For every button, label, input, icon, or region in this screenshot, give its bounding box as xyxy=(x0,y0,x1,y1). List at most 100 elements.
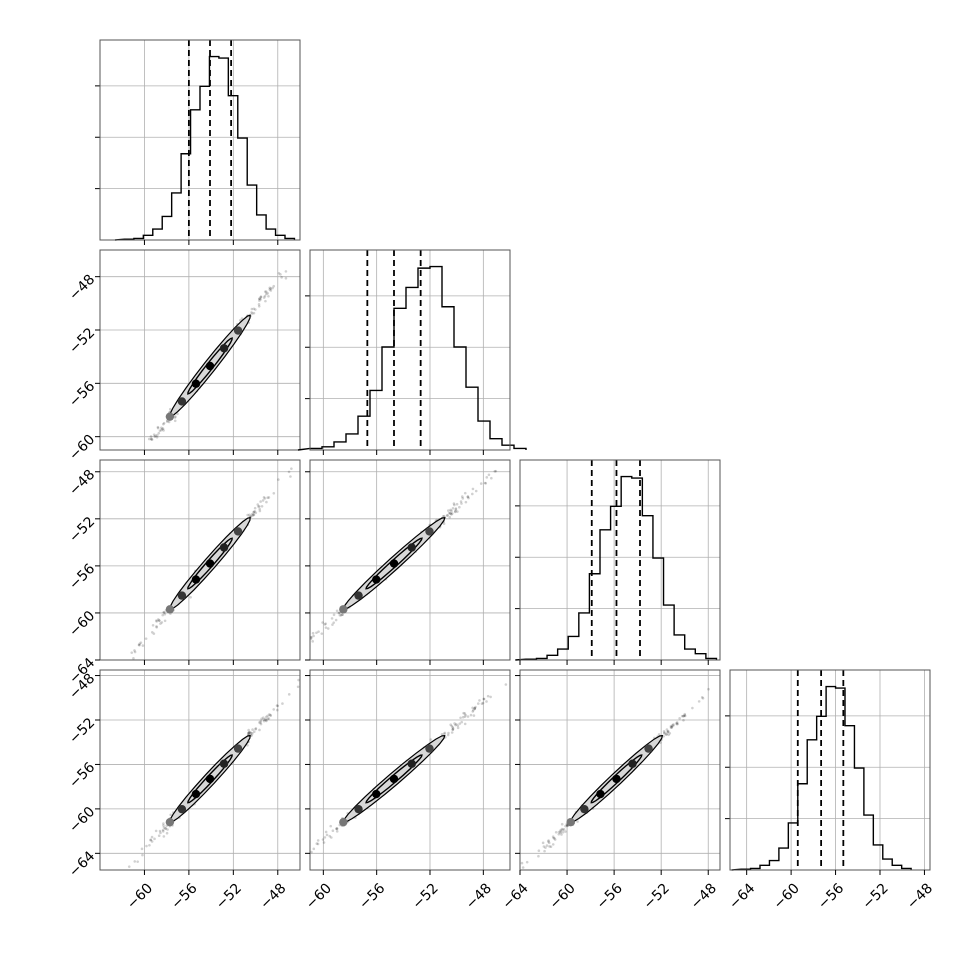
panel-frame xyxy=(309,459,511,661)
sample-point xyxy=(325,833,329,837)
sample-point xyxy=(259,719,263,723)
sample-point xyxy=(447,511,451,515)
sample-point xyxy=(152,433,156,436)
sample-point xyxy=(248,731,252,734)
sample-point xyxy=(339,613,343,617)
panel-frame xyxy=(519,459,721,661)
sample-point xyxy=(152,632,156,635)
panel-frame xyxy=(309,249,511,451)
sample-point xyxy=(675,721,679,724)
sample-point xyxy=(665,732,668,736)
sample-point xyxy=(456,510,459,513)
sample-point xyxy=(252,730,256,734)
sample-point xyxy=(449,508,452,512)
sample-point xyxy=(683,714,687,717)
sample-point xyxy=(329,824,333,828)
sample-point xyxy=(317,630,320,633)
sample-point xyxy=(331,829,335,833)
y-tick-label: −48 xyxy=(66,467,98,499)
sample-point xyxy=(158,429,162,432)
sample-point xyxy=(471,710,475,713)
x-tick-label: −56 xyxy=(594,880,626,912)
density-dot xyxy=(612,774,621,784)
sample-point xyxy=(666,729,670,733)
sample-point xyxy=(149,838,153,841)
sample-point xyxy=(670,724,674,727)
sample-point xyxy=(463,712,467,715)
sample-point xyxy=(460,502,463,505)
sample-point xyxy=(161,830,165,833)
sample-point xyxy=(460,720,464,724)
sample-point xyxy=(490,476,493,480)
panel-2-2 xyxy=(515,459,721,665)
sample-point xyxy=(169,813,172,817)
sample-point xyxy=(454,723,457,727)
sample-point xyxy=(559,829,562,832)
sample-point xyxy=(471,492,474,496)
sample-point xyxy=(669,726,673,729)
sample-point xyxy=(663,732,666,735)
sample-point xyxy=(472,708,475,712)
sample-point xyxy=(161,427,165,430)
sample-point xyxy=(259,500,262,503)
sample-point xyxy=(480,702,484,705)
sample-point xyxy=(543,849,546,853)
x-tick-label: −60 xyxy=(303,880,335,912)
sample-point xyxy=(246,513,249,517)
sample-point xyxy=(149,435,153,438)
sample-point xyxy=(150,437,153,441)
sample-point xyxy=(157,834,161,838)
sample-point xyxy=(267,496,271,499)
sample-point xyxy=(450,724,454,728)
histogram-0 xyxy=(114,55,296,241)
sample-point xyxy=(552,836,555,840)
sample-point xyxy=(324,830,328,834)
panel-3-3: −64 −60 −56 −52 −48 xyxy=(725,669,936,913)
sample-point xyxy=(691,706,694,710)
sample-point xyxy=(442,514,446,518)
sample-point xyxy=(141,853,144,857)
sample-point xyxy=(321,621,324,624)
sample-point xyxy=(521,866,525,869)
sample-point xyxy=(166,420,169,423)
sample-point xyxy=(250,307,254,311)
sample-point xyxy=(334,618,338,622)
sample-point xyxy=(561,830,565,834)
sample-point xyxy=(268,713,271,716)
contour-inner xyxy=(590,754,643,804)
sample-point xyxy=(277,271,281,275)
sample-point xyxy=(263,290,267,293)
sample-point xyxy=(466,715,470,718)
sample-point xyxy=(462,711,465,715)
x-tick-label: −60 xyxy=(771,880,803,912)
panel-frame xyxy=(519,669,721,871)
density-dot xyxy=(566,817,575,827)
sample-point xyxy=(547,840,550,843)
panel-1-1 xyxy=(297,249,527,455)
contour-inner xyxy=(187,754,233,804)
sample-point xyxy=(662,729,666,733)
sample-point xyxy=(246,743,249,747)
sample-point xyxy=(331,623,334,626)
y-tick-label: −56 xyxy=(66,759,98,791)
sample-point xyxy=(136,860,139,863)
sample-point xyxy=(247,731,251,734)
sample-point xyxy=(544,846,547,849)
sample-point xyxy=(326,627,330,630)
sample-point xyxy=(454,508,458,511)
sample-point xyxy=(459,716,462,720)
sample-point xyxy=(328,834,332,838)
sample-point xyxy=(262,716,265,720)
sample-point xyxy=(287,470,291,474)
sample-point xyxy=(675,722,678,725)
sample-point xyxy=(162,826,166,829)
sample-point xyxy=(161,828,165,832)
sample-point xyxy=(262,718,266,722)
sample-point xyxy=(162,610,166,614)
panel-0-0 xyxy=(95,39,301,245)
sample-point xyxy=(266,496,269,499)
sample-point xyxy=(697,700,701,703)
sample-point xyxy=(132,657,135,660)
sample-point xyxy=(258,299,261,302)
sample-point xyxy=(259,295,263,299)
